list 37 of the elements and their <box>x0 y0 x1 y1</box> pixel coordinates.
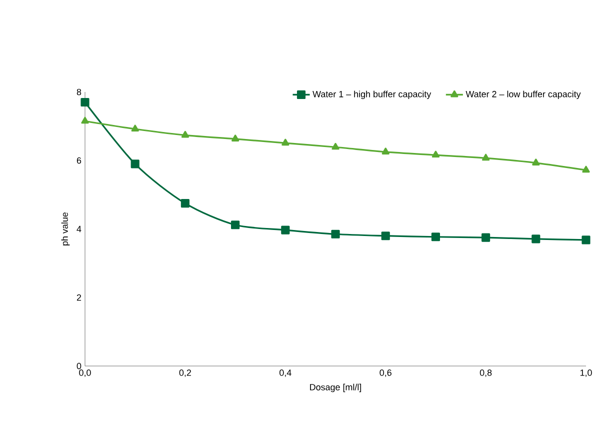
x-tick-label: 0,4 <box>280 370 292 377</box>
point <box>331 230 340 238</box>
point <box>130 160 140 168</box>
point <box>532 234 540 244</box>
point <box>181 130 190 138</box>
x-tick-label: 1,0 <box>580 370 592 377</box>
point <box>582 166 590 173</box>
point <box>231 220 240 230</box>
y-tick-label: 6 <box>76 157 82 164</box>
point <box>381 232 390 240</box>
x-tick-label: 0,0 <box>79 370 91 377</box>
y-tick-label: 0 <box>76 362 82 370</box>
point <box>180 199 190 208</box>
y-tick-label: 4 <box>76 226 82 232</box>
x-axis-title: Dosage [ml/l] <box>310 384 362 392</box>
point <box>382 148 390 154</box>
point <box>582 236 590 244</box>
point <box>432 150 440 158</box>
x-tick-label: 0,2 <box>179 370 191 377</box>
point <box>231 134 240 142</box>
y-tick-label: 2 <box>76 294 82 301</box>
point <box>131 124 139 132</box>
point <box>282 138 290 146</box>
y-axis-title: ph value <box>61 212 70 246</box>
point <box>532 158 540 166</box>
point <box>281 226 290 234</box>
point <box>81 116 89 124</box>
point <box>482 154 490 161</box>
point <box>80 98 90 107</box>
x-tick-label: 0,8 <box>480 370 492 377</box>
x-tick-label: 0,6 <box>380 370 392 377</box>
point <box>332 142 340 150</box>
point <box>431 232 440 242</box>
legend-label: Water 2 – low buffer capacity <box>466 90 581 100</box>
point <box>482 233 490 242</box>
y-tick-label: 8 <box>76 88 82 96</box>
legend-label: Water 1 – high buffer capacity <box>312 90 432 100</box>
